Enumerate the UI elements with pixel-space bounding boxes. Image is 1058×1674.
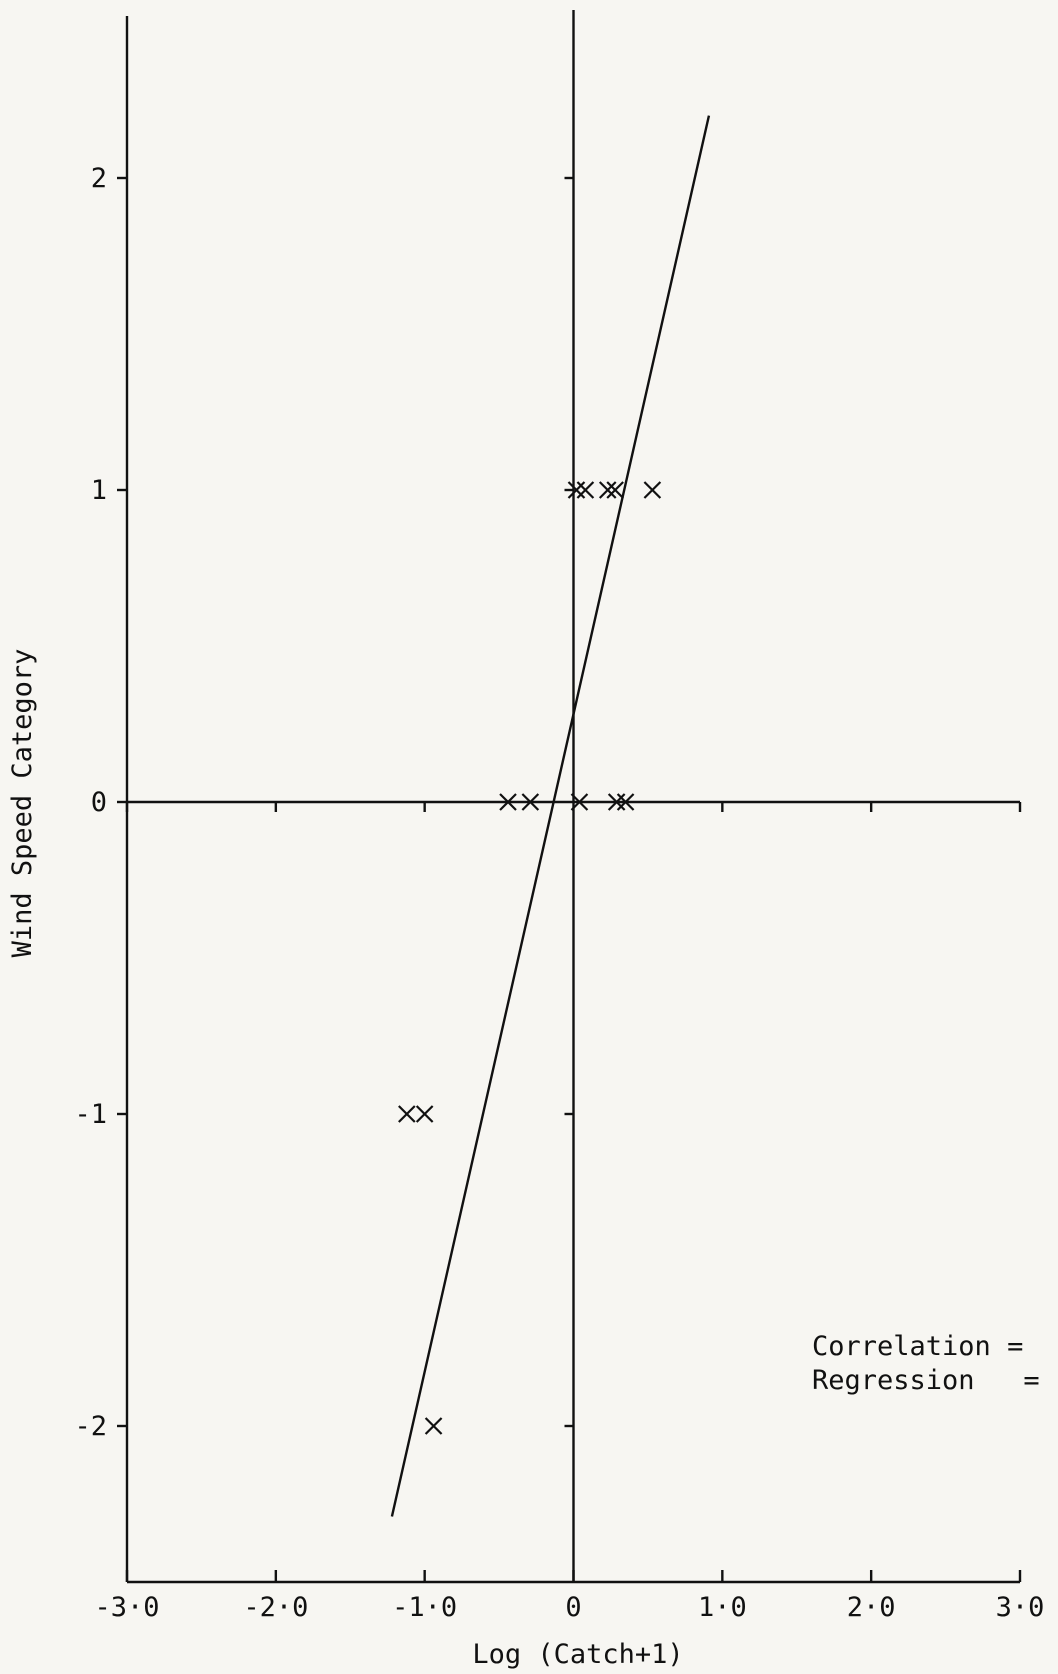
y-tick-label: 1 bbox=[91, 475, 107, 506]
data-point-marker bbox=[576, 481, 595, 499]
data-point-marker bbox=[606, 481, 624, 499]
x-tick-label: -2·0 bbox=[243, 1592, 308, 1623]
ticks bbox=[117, 176, 1022, 1582]
x-tick-label: 2·0 bbox=[847, 1592, 896, 1623]
y-tick-label: 2 bbox=[91, 163, 107, 194]
x-tick-label: 0 bbox=[565, 1592, 581, 1623]
data-point-marker bbox=[415, 1105, 434, 1123]
x-tick-label: 3·0 bbox=[996, 1592, 1045, 1623]
regression-annotation: Regression = bbox=[812, 1365, 1040, 1396]
y-axis-title: Wind Speed Category bbox=[7, 649, 38, 958]
data-point-marker bbox=[424, 1417, 443, 1435]
tick-labels: -3·0 -2·0 -1·0 0 1·0 2·0 3·0 -2 -1 0 1 2 bbox=[74, 163, 1044, 1623]
data-point-marker bbox=[598, 481, 617, 499]
y-tick-label: -1 bbox=[74, 1099, 107, 1130]
y-tick-label: -2 bbox=[74, 1411, 107, 1442]
data-point-marker bbox=[567, 481, 586, 499]
data-point-marker bbox=[499, 793, 517, 811]
data-points bbox=[398, 481, 662, 1435]
data-point-marker bbox=[616, 793, 635, 811]
data-point-marker bbox=[521, 793, 540, 811]
x-axis-title: Log (Catch+1) bbox=[472, 1639, 683, 1670]
data-point-marker bbox=[398, 1105, 416, 1123]
data-point-marker bbox=[643, 481, 662, 499]
x-tick-label: -3·0 bbox=[94, 1592, 159, 1623]
data-point-marker bbox=[607, 793, 626, 811]
x-tick-label: 1·0 bbox=[698, 1592, 747, 1623]
y-tick-label: 0 bbox=[91, 787, 107, 818]
x-tick-label: -1·0 bbox=[392, 1592, 457, 1623]
regression-line bbox=[390, 115, 711, 1517]
correlation-annotation: Correlation = bbox=[812, 1331, 1023, 1362]
data-point-marker bbox=[570, 793, 589, 811]
